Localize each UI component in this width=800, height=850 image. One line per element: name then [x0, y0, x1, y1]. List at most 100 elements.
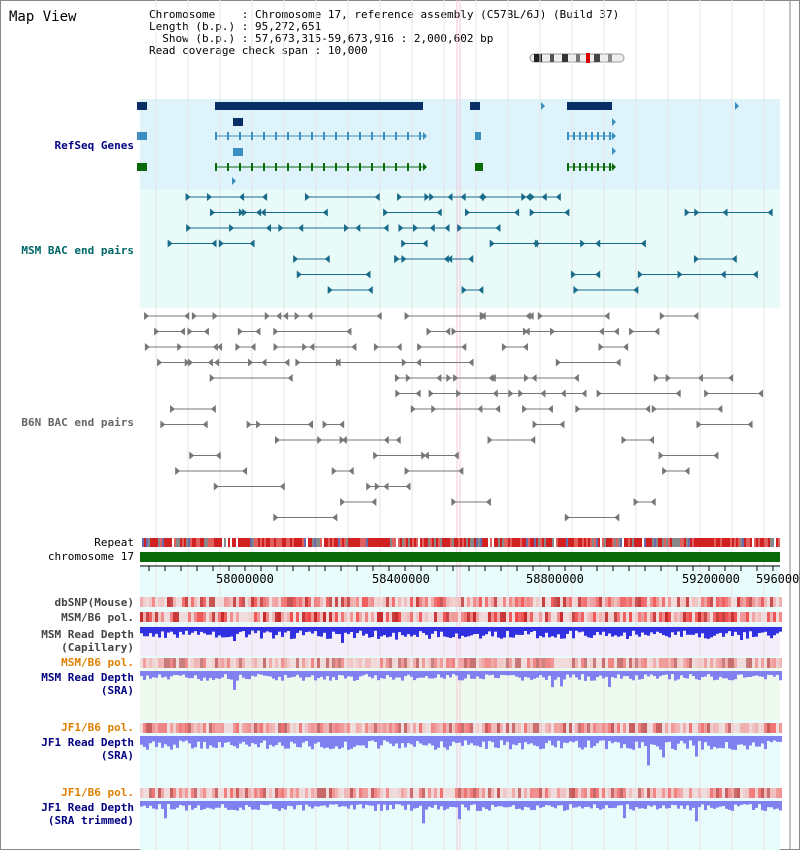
- depth-bar: [512, 671, 515, 676]
- snp-heat: [461, 788, 464, 798]
- snp-heat: [344, 658, 347, 668]
- repeat-segment: [536, 538, 538, 547]
- repeat-segment: [290, 538, 292, 547]
- track-label-msm-depth-sra[interactable]: MSM Read Depth (SRA): [41, 671, 134, 697]
- snp-heat: [167, 597, 170, 607]
- snp-heat: [389, 788, 392, 798]
- repeat-segment: [702, 538, 704, 547]
- depth-bar: [236, 671, 239, 681]
- gene-exon: [263, 132, 265, 140]
- track-label-chromosome[interactable]: chromosome 17: [47, 550, 134, 563]
- repeat-segment: [184, 538, 186, 547]
- depth-bar: [608, 736, 611, 742]
- snp-heat: [218, 612, 221, 622]
- b6n-bac-end: [212, 312, 218, 320]
- track-label-msm-depth-capillary[interactable]: MSM Read Depth (Capillary): [41, 628, 134, 654]
- track-label-jf1-pol-2[interactable]: JF1/B6 pol.: [61, 786, 134, 799]
- depth-bar: [659, 627, 662, 634]
- depth-bar: [599, 736, 602, 741]
- track-label-jf1-depth-trimmed[interactable]: JF1 Read Depth (SRA trimmed): [41, 801, 134, 827]
- depth-bar: [248, 671, 251, 680]
- depth-bar: [446, 671, 449, 676]
- depth-bar: [224, 801, 227, 808]
- depth-bar: [626, 671, 629, 677]
- snp-heat: [380, 612, 383, 622]
- depth-bar: [713, 671, 716, 681]
- chromosome-ideogram[interactable]: [528, 52, 628, 64]
- repeat-segment: [566, 538, 568, 547]
- depth-bar: [224, 627, 227, 638]
- b6n-bac-end: [423, 451, 429, 460]
- snp-heat: [146, 788, 149, 798]
- track-label-msm-b6-pol-2[interactable]: MSM/B6 pol.: [61, 656, 134, 669]
- repeat-segment: [154, 538, 156, 547]
- depth-bar: [167, 801, 170, 805]
- repeat-segment: [196, 538, 198, 547]
- repeat-segment: [462, 538, 464, 547]
- depth-bar: [779, 627, 782, 632]
- depth-bar: [227, 801, 230, 810]
- depth-bar: [707, 671, 710, 675]
- depth-bar: [593, 627, 596, 636]
- depth-bar: [557, 627, 560, 635]
- track-label-msm-b6-pol[interactable]: MSM/B6 pol.: [61, 611, 134, 624]
- snp-heat: [677, 788, 680, 798]
- depth-bar: [443, 801, 446, 811]
- depth-bar: [323, 801, 326, 806]
- snp-heat: [671, 723, 674, 733]
- msm-bac-end: [767, 208, 773, 217]
- repeat-segment: [156, 538, 158, 547]
- snp-heat: [341, 658, 344, 668]
- snp-heat: [533, 597, 536, 607]
- snp-heat: [734, 597, 737, 607]
- repeat-segment: [412, 538, 414, 547]
- track-label-repeat[interactable]: Repeat: [94, 536, 134, 549]
- depth-bar: [257, 671, 260, 675]
- track-label-b6n-bac[interactable]: B6N BAC end pairs: [21, 416, 134, 429]
- depth-bar: [647, 627, 650, 636]
- depth-bar: [140, 801, 143, 807]
- track-label-jf1-depth-sra[interactable]: JF1 Read Depth (SRA): [41, 736, 134, 762]
- b6n-bac-end: [154, 327, 160, 336]
- snp-heat: [230, 612, 233, 622]
- b6n-bac-end: [629, 327, 635, 336]
- track-label-msm-bac[interactable]: MSM BAC end pairs: [21, 244, 134, 257]
- depth-bar: [464, 671, 467, 679]
- depth-bar: [737, 801, 740, 807]
- snp-heat: [365, 597, 368, 607]
- depth-bar: [242, 801, 245, 810]
- repeat-segment: [318, 538, 320, 547]
- snp-heat: [731, 612, 734, 622]
- depth-bar: [479, 671, 482, 679]
- repeat-segment: [448, 538, 450, 547]
- depth-bar: [302, 801, 305, 811]
- snp-heat: [674, 597, 677, 607]
- depth-bar: [335, 736, 338, 747]
- snp-heat: [296, 658, 299, 668]
- map-view-title: Map View: [9, 9, 77, 25]
- repeat-segment: [488, 538, 490, 547]
- snp-heat: [644, 612, 647, 622]
- depth-bar: [542, 736, 545, 749]
- snp-heat: [548, 612, 551, 622]
- snp-heat: [383, 597, 386, 607]
- snp-heat: [686, 612, 689, 622]
- snp-heat: [572, 723, 575, 733]
- depth-bar: [650, 736, 653, 745]
- b6n-bac-end: [215, 451, 221, 460]
- repeat-segment: [420, 538, 422, 547]
- snp-heat: [140, 788, 143, 798]
- snp-heat: [431, 612, 434, 622]
- snp-heat: [581, 612, 584, 622]
- snp-heat: [326, 597, 329, 607]
- snp-heat: [254, 658, 257, 668]
- snp-heat: [455, 612, 458, 622]
- track-label-refseq[interactable]: RefSeq Genes: [54, 139, 134, 152]
- track-label-jf1-pol[interactable]: JF1/B6 pol.: [61, 721, 134, 734]
- jf1-depth-trim-line1: JF1 Read Depth: [41, 801, 134, 814]
- depth-bar: [245, 671, 248, 680]
- track-label-dbsnp[interactable]: dbSNP(Mouse): [54, 596, 134, 609]
- msm-bac-end: [211, 239, 217, 248]
- snp-heat: [386, 612, 389, 622]
